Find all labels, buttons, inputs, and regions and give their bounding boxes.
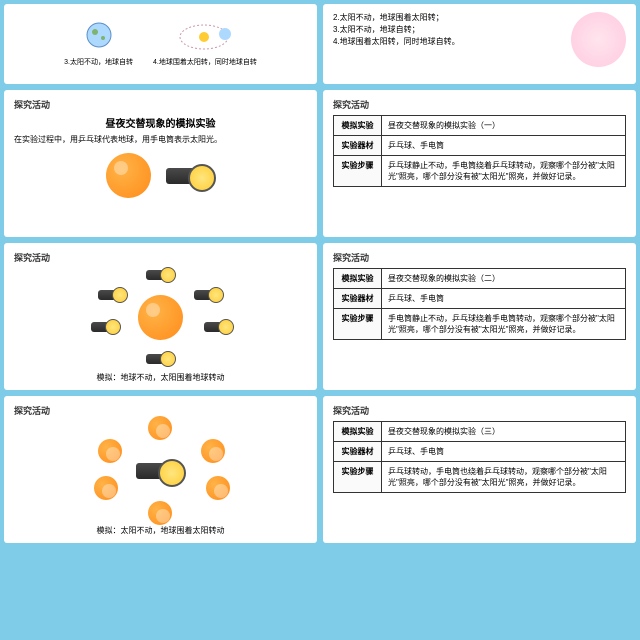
flashlight-icon: [166, 162, 216, 190]
ball-icon: [138, 295, 183, 340]
flashlight-icon: [204, 318, 234, 336]
ball-icon: [98, 439, 122, 463]
flashlight-icon: [194, 286, 224, 304]
figure-4: 4.地球围着太阳转，同时地球自转: [153, 20, 257, 67]
ball-icon: [148, 416, 172, 440]
flashlight-icon: [91, 318, 121, 336]
experiment-table-2: 模拟实验昼夜交替现象的模拟实验（二） 实验器材乒乓球、手电筒 实验步骤手电筒静止…: [333, 268, 626, 340]
figure-3: 3.太阳不动，地球自转: [64, 20, 133, 67]
slide-8: 探究活动 模拟实验昼夜交替现象的模拟实验（三） 实验器材乒乓球、手电筒 实验步骤…: [323, 396, 636, 543]
slide-7: 探究活动 模拟：太阳不动，地球围着太阳转动: [4, 396, 317, 543]
cartoon-icon: [571, 12, 626, 67]
ball-icon: [106, 153, 151, 198]
ball-icon: [201, 439, 225, 463]
experiment-table-1: 模拟实验昼夜交替现象的模拟实验（一） 实验器材乒乓球、手电筒 实验步骤乒乓球静止…: [333, 115, 626, 187]
flashlight-icon: [98, 286, 128, 304]
slide-3: 探究活动 昼夜交替现象的模拟实验 在实验过程中，用乒乓球代表地球，用手电筒表示太…: [4, 90, 317, 237]
slide-6: 探究活动 模拟实验昼夜交替现象的模拟实验（二） 实验器材乒乓球、手电筒 实验步骤…: [323, 243, 636, 390]
ball-icon: [206, 476, 230, 500]
experiment-table-3: 模拟实验昼夜交替现象的模拟实验（三） 实验器材乒乓球、手电筒 实验步骤乒乓球转动…: [333, 421, 626, 493]
flashlight-icon: [146, 350, 176, 368]
slide-4: 探究活动 模拟实验昼夜交替现象的模拟实验（一） 实验器材乒乓球、手电筒 实验步骤…: [323, 90, 636, 237]
flashlight-icon: [136, 457, 186, 485]
ball-icon: [148, 501, 172, 525]
slide-5: 探究活动 模拟：地球不动，太阳围着地球转动: [4, 243, 317, 390]
slide-1: 3.太阳不动，地球自转 4.地球围着太阳转，同时地球自转: [4, 4, 317, 84]
flashlight-icon: [146, 266, 176, 284]
ball-icon: [94, 476, 118, 500]
slide-2: 2.太阳不动，地球围着太阳转； 3.太阳不动，地球自转； 4.地球围着太阳转，同…: [323, 4, 636, 84]
